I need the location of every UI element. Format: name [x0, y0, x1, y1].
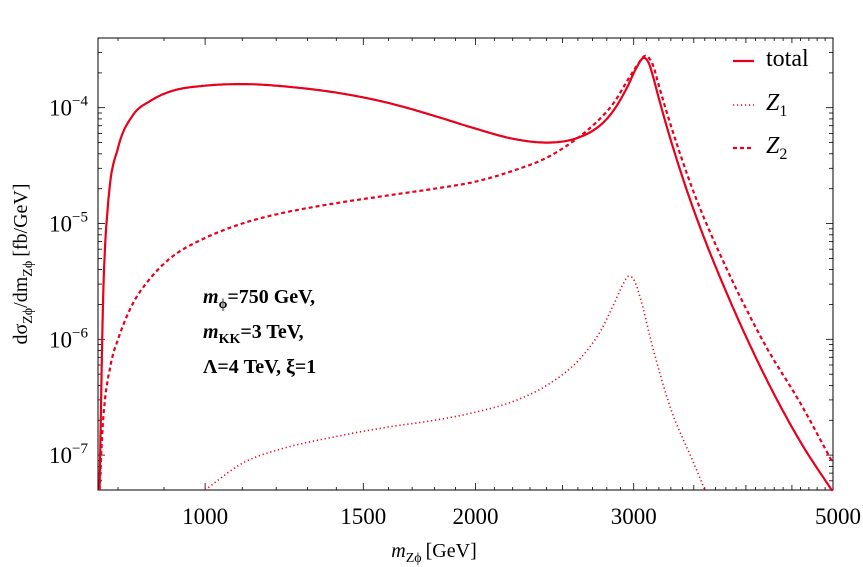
series-line-z2 — [98, 54, 834, 491]
legend-label-z1: Z1 — [766, 90, 787, 120]
y-axis-label-group: dσZϕ/dmZϕ[fb/GeV] — [10, 183, 36, 344]
tick-marks — [98, 37, 834, 491]
plot-frame — [97, 37, 834, 491]
x-tick-label: 3000 — [611, 504, 657, 529]
y-tick-label: 10−5 — [49, 210, 88, 237]
series-layer — [98, 54, 834, 492]
series-line-z1 — [204, 275, 706, 491]
x-tick-label: 1000 — [182, 504, 228, 529]
legend-label-z2: Z2 — [766, 133, 787, 163]
x-tick-label: 5000 — [815, 504, 861, 529]
y-tick-labels: 10−4 10−5 10−6 10−7 — [49, 94, 88, 468]
parameter-annotation: mϕ=750 GeV, mKK=3 TeV, Λ=4 TeV, ξ=1 — [203, 286, 316, 378]
annotation-line-1: mϕ=750 GeV, — [203, 286, 315, 312]
x-tick-label: 2000 — [453, 504, 499, 529]
x-tick-labels: 1000 1500 2000 3000 5000 — [182, 504, 861, 529]
y-tick-label: 10−6 — [49, 325, 88, 352]
y-axis-label: dσZϕ/dmZϕ[fb/GeV] — [10, 183, 36, 344]
legend-label-total: total — [766, 46, 809, 72]
series-line-total — [98, 56, 833, 492]
x-tick-label: 1500 — [340, 504, 386, 529]
y-tick-label: 10−4 — [49, 94, 88, 121]
annotation-line-2: mKK=3 TeV, — [203, 321, 304, 347]
annotation-line-3: Λ=4 TeV, ξ=1 — [203, 356, 316, 378]
legend: total Z1 Z2 — [733, 46, 809, 163]
y-tick-label: 10−7 — [49, 441, 88, 468]
x-axis-label: mZϕ [GeV] — [391, 540, 476, 566]
